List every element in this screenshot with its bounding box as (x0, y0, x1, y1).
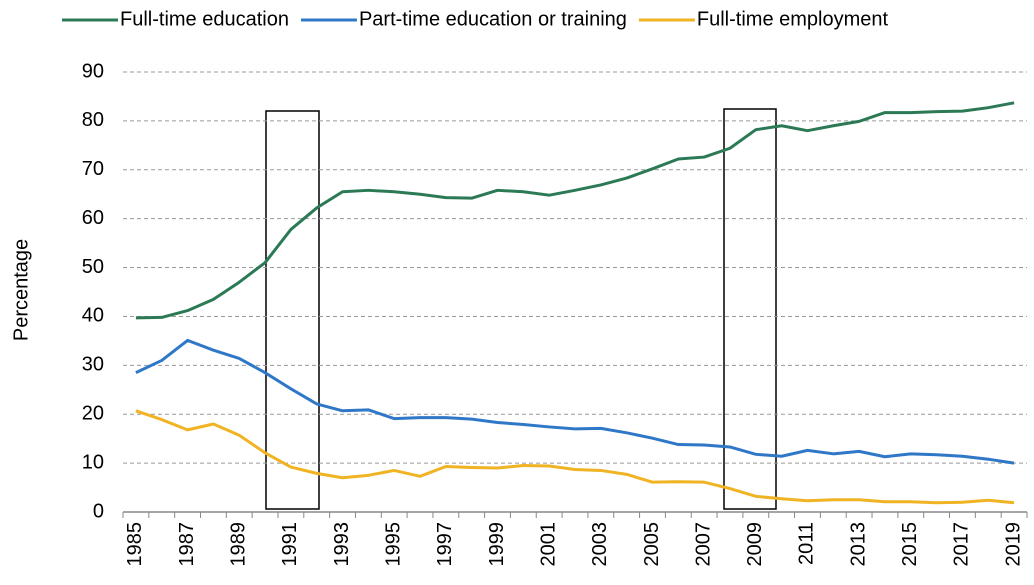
x-tick-label: 2011 (796, 522, 818, 565)
y-tick-label: 70 (82, 158, 104, 180)
x-tick-label: 1989 (228, 522, 250, 567)
x-tick-label: 1993 (331, 522, 353, 567)
legend-label: Part-time education or training (359, 8, 627, 30)
x-tick-label: 2007 (692, 522, 714, 567)
x-tick-label: 1991 (279, 522, 301, 567)
x-tick-label: 1985 (124, 522, 146, 567)
legend-label: Full-time education (120, 8, 289, 30)
x-tick-label: 2005 (641, 522, 663, 567)
y-tick-label: 10 (82, 451, 104, 473)
x-tick-label: 1995 (382, 522, 404, 567)
legend-label: Full-time employment (697, 8, 889, 30)
y-tick-label: 90 (82, 60, 104, 82)
y-axis-label: Percentage (10, 239, 32, 341)
x-tick-label: 2015 (899, 522, 921, 567)
series-line (135, 101, 1015, 320)
x-tick-label: 2003 (589, 522, 611, 567)
highlight-box (265, 110, 320, 510)
x-tick-label: 2001 (537, 522, 559, 567)
y-tick-label: 20 (82, 403, 104, 425)
y-tick-label: 0 (93, 500, 104, 522)
series-line (135, 409, 1015, 505)
highlight-box (723, 108, 777, 510)
x-tick-label: 2009 (744, 522, 766, 567)
y-tick-label: 30 (82, 354, 104, 376)
y-tick-label: 60 (82, 207, 104, 229)
x-tick-label: 2017 (951, 522, 973, 567)
x-tick-label: 1997 (434, 522, 456, 567)
x-tick-label: 2019 (1002, 522, 1024, 567)
y-tick-label: 40 (82, 305, 104, 327)
y-tick-label: 80 (82, 109, 104, 131)
y-tick-label: 50 (82, 256, 104, 278)
series-line (135, 338, 1015, 465)
x-tick-label: 1987 (176, 522, 198, 567)
x-tick-label: 1999 (486, 522, 508, 567)
x-tick-label: 2013 (847, 522, 869, 567)
